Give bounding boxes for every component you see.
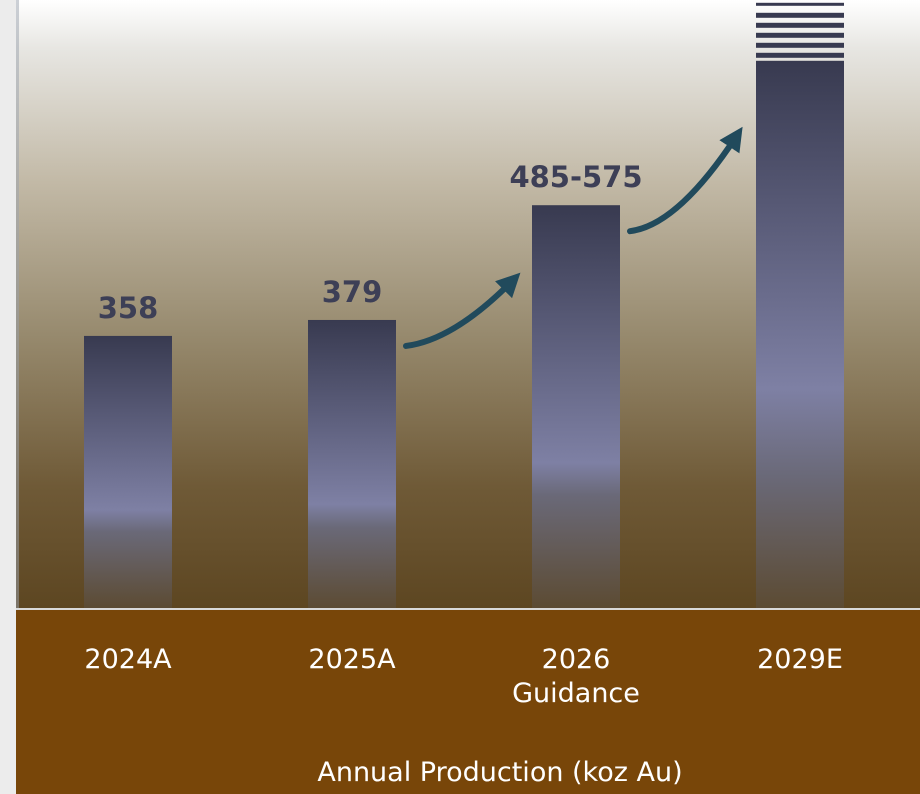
- bar-0: [84, 335, 172, 608]
- bar-3: [756, 60, 844, 609]
- category-label-2: 2026 Guidance: [512, 644, 640, 709]
- bars-layer: [84, 2, 844, 609]
- data-label-1: 379: [322, 275, 383, 309]
- category-label-0: 2024A: [84, 644, 172, 675]
- estimate-stripe-0: [756, 52, 844, 58]
- data-label-0: 358: [98, 291, 159, 325]
- x-axis-title: Annual Production (koz Au): [317, 757, 682, 788]
- estimate-stripe-3: [756, 22, 844, 28]
- bar-2: [532, 205, 620, 608]
- data-label-2: 485-575: [509, 160, 642, 194]
- growth-arrow-1: [403, 272, 521, 349]
- category-axis-band: [16, 610, 920, 794]
- category-label-3: 2029E: [757, 644, 843, 675]
- estimate-stripe-5: [756, 2, 844, 6]
- bar-1: [308, 319, 396, 608]
- labels-layer: 358 379 485-575: [98, 160, 643, 325]
- growth-arrow-2: [627, 126, 743, 235]
- left-edge-strip: [16, 0, 19, 608]
- estimate-stripe-1: [756, 42, 844, 48]
- category-labels: 2024A 2025A 2026 Guidance 2029E: [84, 644, 842, 709]
- estimate-stripe-4: [756, 12, 844, 18]
- estimate-stripe-2: [756, 32, 844, 38]
- arrows-layer: [403, 126, 743, 349]
- category-label-1: 2025A: [308, 644, 396, 675]
